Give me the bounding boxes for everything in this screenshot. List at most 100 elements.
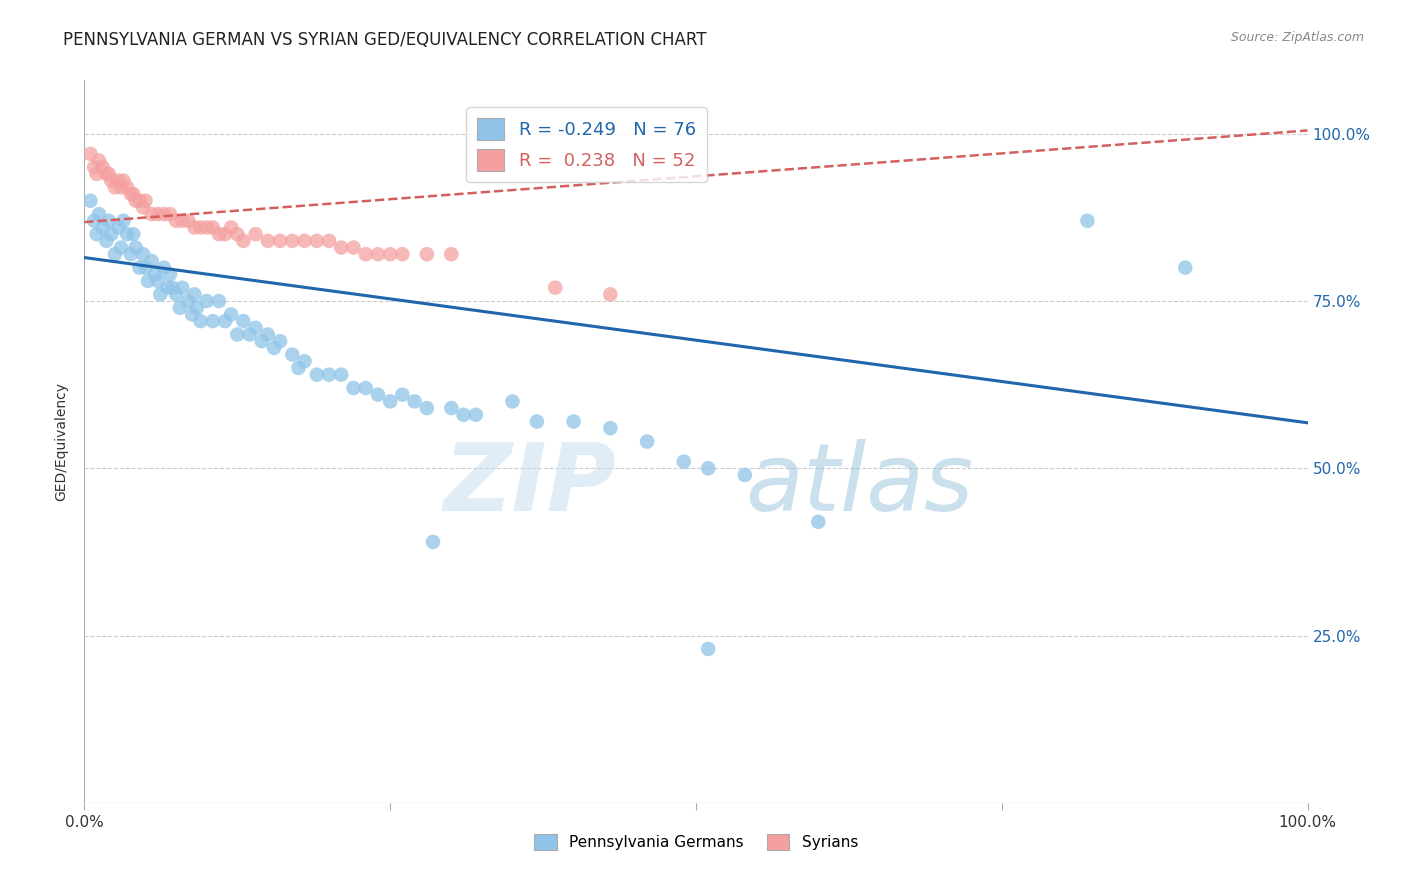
Point bbox=[672, 455, 695, 469]
Point bbox=[416, 401, 439, 416]
Point bbox=[165, 287, 187, 301]
Point bbox=[526, 414, 548, 429]
Point bbox=[132, 247, 155, 261]
Point bbox=[544, 281, 567, 295]
Point bbox=[96, 167, 118, 181]
Point bbox=[165, 214, 187, 228]
Point bbox=[141, 207, 163, 221]
Point bbox=[281, 348, 304, 362]
Point bbox=[128, 260, 150, 275]
Point bbox=[330, 368, 353, 382]
Point bbox=[263, 341, 285, 355]
Point bbox=[104, 247, 127, 261]
Point bbox=[112, 173, 135, 188]
Point bbox=[122, 227, 145, 242]
Point bbox=[125, 194, 148, 208]
Point bbox=[86, 227, 108, 242]
Point bbox=[257, 234, 280, 248]
Point bbox=[305, 234, 328, 248]
Point bbox=[195, 220, 218, 235]
Point bbox=[125, 241, 148, 255]
Point bbox=[636, 434, 658, 449]
Point bbox=[107, 220, 129, 235]
Point bbox=[245, 227, 267, 242]
Point bbox=[172, 214, 194, 228]
Point bbox=[380, 394, 402, 409]
Point bbox=[502, 394, 524, 409]
Point bbox=[807, 515, 830, 529]
Point bbox=[143, 268, 166, 282]
Point bbox=[269, 334, 291, 349]
Point bbox=[208, 294, 231, 309]
Text: PENNSYLVANIA GERMAN VS SYRIAN GED/EQUIVALENCY CORRELATION CHART: PENNSYLVANIA GERMAN VS SYRIAN GED/EQUIVA… bbox=[63, 31, 707, 49]
Point bbox=[219, 307, 242, 322]
Point bbox=[599, 421, 621, 435]
Point bbox=[697, 461, 720, 475]
Point bbox=[83, 214, 105, 228]
Point bbox=[440, 401, 463, 416]
Point bbox=[354, 381, 377, 395]
Point bbox=[734, 467, 756, 482]
Point bbox=[599, 287, 621, 301]
Point bbox=[190, 220, 212, 235]
Point bbox=[453, 408, 475, 422]
Point bbox=[214, 227, 236, 242]
Point bbox=[122, 187, 145, 202]
Point bbox=[1076, 214, 1098, 228]
Point bbox=[562, 414, 585, 429]
Point bbox=[183, 287, 205, 301]
Point bbox=[232, 234, 254, 248]
Point bbox=[110, 180, 132, 194]
Point bbox=[214, 314, 236, 328]
Point bbox=[380, 247, 402, 261]
Point bbox=[115, 227, 138, 242]
Point bbox=[238, 327, 260, 342]
Point bbox=[97, 167, 120, 181]
Point bbox=[245, 321, 267, 335]
Point bbox=[83, 161, 105, 175]
Point bbox=[91, 220, 114, 235]
Point bbox=[120, 187, 142, 202]
Point bbox=[391, 387, 413, 401]
Point bbox=[159, 207, 181, 221]
Point bbox=[149, 287, 172, 301]
Point bbox=[79, 147, 101, 161]
Point bbox=[226, 227, 249, 242]
Point bbox=[305, 368, 328, 382]
Point bbox=[294, 234, 316, 248]
Point bbox=[120, 247, 142, 261]
Point bbox=[86, 167, 108, 181]
Point bbox=[201, 220, 224, 235]
Point bbox=[177, 294, 200, 309]
Point bbox=[156, 281, 179, 295]
Point bbox=[153, 207, 176, 221]
Point bbox=[219, 220, 242, 235]
Text: atlas: atlas bbox=[745, 440, 973, 531]
Point bbox=[367, 247, 389, 261]
Point bbox=[104, 180, 127, 194]
Point bbox=[354, 247, 377, 261]
Point bbox=[287, 361, 309, 376]
Point bbox=[96, 234, 118, 248]
Point bbox=[318, 368, 340, 382]
Point bbox=[135, 260, 157, 275]
Point bbox=[250, 334, 273, 349]
Point bbox=[146, 207, 169, 221]
Point bbox=[87, 153, 110, 168]
Point bbox=[201, 314, 224, 328]
Point bbox=[110, 241, 132, 255]
Point bbox=[318, 234, 340, 248]
Point bbox=[115, 180, 138, 194]
Point bbox=[91, 161, 114, 175]
Point bbox=[135, 194, 157, 208]
Point bbox=[87, 207, 110, 221]
Point bbox=[190, 314, 212, 328]
Point bbox=[186, 301, 208, 315]
Point bbox=[1174, 260, 1197, 275]
Point bbox=[226, 327, 249, 342]
Text: ZIP: ZIP bbox=[443, 439, 616, 531]
Point bbox=[128, 194, 150, 208]
Point bbox=[97, 214, 120, 228]
Point bbox=[169, 301, 191, 315]
Point bbox=[141, 254, 163, 268]
